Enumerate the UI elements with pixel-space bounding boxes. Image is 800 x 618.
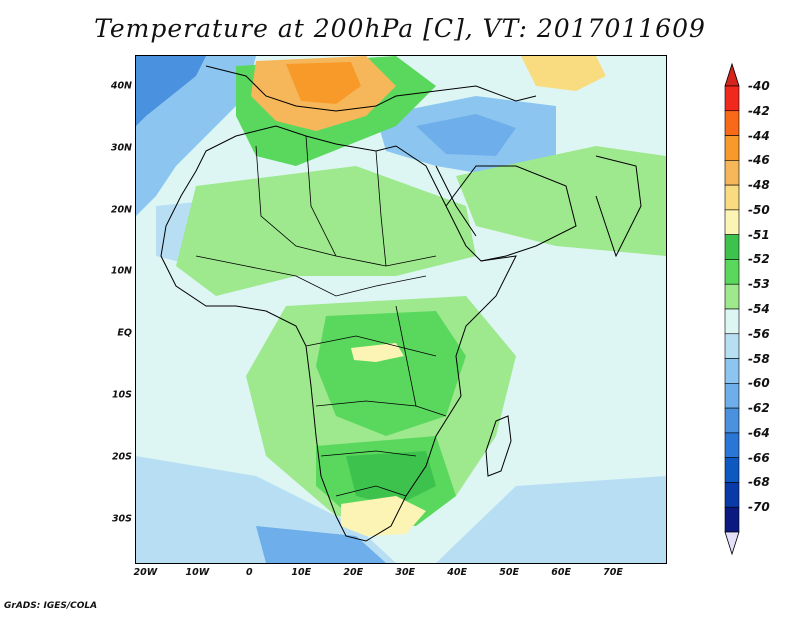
colorbar-swatch — [724, 333, 740, 359]
colorbar-label: -64 — [748, 425, 770, 440]
lon-tick-label: 40E — [447, 567, 468, 578]
temperature-field-map — [136, 56, 666, 563]
warm-zone-caucasus — [521, 56, 606, 91]
cold-zone-south-indian — [436, 476, 666, 563]
green-zone-southern-africa-core — [346, 451, 436, 506]
lat-tick-label: 40N — [110, 80, 132, 92]
green-band-sahara — [176, 166, 476, 296]
green-band-arabia — [456, 146, 666, 256]
colorbar-label: -70 — [748, 500, 770, 515]
colorbar-swatch — [724, 184, 740, 211]
cold-zone-middle-east-core — [416, 114, 516, 156]
lon-tick-label: 10W — [185, 567, 210, 578]
europe-coastline — [205, 65, 537, 112]
cold-zone-northwest-core — [136, 56, 206, 126]
colorbar-label: -58 — [748, 351, 770, 366]
map-panel — [135, 55, 667, 564]
colorbar-swatch — [724, 259, 740, 285]
lat-tick-label: 30S — [111, 513, 132, 525]
lon-tick-label: 30E — [395, 567, 416, 578]
colorbar-label: -60 — [748, 376, 770, 391]
colorbar-top-arrow — [724, 62, 740, 87]
map-title: Temperature at 200hPa [C], VT: 201701160… — [94, 14, 706, 43]
colorbar-label: -42 — [748, 103, 770, 118]
india-coastline — [595, 155, 642, 258]
colorbar-swatch — [724, 383, 740, 409]
colorbar-swatch — [724, 209, 740, 235]
lon-tick-label: 0 — [246, 567, 253, 578]
colorbar-label: -52 — [748, 252, 770, 267]
colorbar-label: -46 — [748, 153, 770, 168]
grads-credit: GrADS: IGES/COLA — [4, 601, 98, 611]
lon-tick-label: 10E — [291, 567, 312, 578]
madagascar-coastline — [485, 415, 512, 477]
colorbar-label: -51 — [748, 227, 770, 242]
colorbar-swatch — [724, 234, 740, 260]
colorbar-swatch — [724, 135, 740, 161]
colorbar-swatch — [724, 482, 740, 508]
colorbar-swatch — [724, 85, 740, 112]
colorbar-label: -53 — [748, 277, 770, 292]
arabia-coastline — [445, 165, 577, 262]
colorbar-swatch — [724, 110, 740, 136]
lon-tick-label: 70E — [603, 567, 623, 578]
colorbar-label: -56 — [748, 326, 770, 341]
lon-tick-label: 50E — [499, 567, 519, 578]
colorbar-swatch — [724, 308, 740, 335]
colorbar-swatch — [724, 358, 740, 384]
colorbar-label: -50 — [748, 202, 770, 217]
colorbar — [724, 62, 740, 556]
colorbar-swatch — [724, 506, 740, 533]
country-borders — [195, 135, 447, 497]
lat-tick-label: 10N — [110, 265, 132, 277]
lat-tick-label: 10S — [111, 389, 132, 401]
colorbar-swatch — [724, 457, 740, 483]
cold-zone-south-atlantic-core — [256, 526, 386, 563]
colorbar-swatch — [724, 407, 740, 434]
red-sea-coastline — [435, 165, 477, 237]
colorbar-label: -62 — [748, 401, 770, 416]
colorbar-swatch — [724, 160, 740, 186]
green-zone-central-africa-core — [316, 311, 466, 436]
lat-tick-label: 20N — [110, 204, 132, 216]
colorbar-label: -40 — [748, 79, 770, 93]
lat-tick-label: EQ — [117, 327, 132, 339]
colorbar-swatch — [724, 283, 740, 310]
colorbar-label: -48 — [748, 178, 770, 193]
lat-tick-label: 30N — [110, 142, 132, 154]
warm-patch-congo — [351, 343, 404, 362]
lon-tick-label: 20E — [343, 567, 364, 578]
warm-zone-mediterranean-core — [286, 62, 361, 104]
colorbar-label: -54 — [748, 302, 770, 316]
colorbar-bottom-arrow — [724, 531, 740, 556]
colorbar-swatch — [724, 432, 740, 458]
colorbar-label: -44 — [748, 128, 770, 143]
colorbar-label: -68 — [748, 475, 770, 490]
lat-tick-label: 20S — [111, 451, 132, 463]
lon-tick-label: 60E — [551, 567, 571, 578]
warm-patch-south-africa — [341, 496, 426, 536]
colorbar-label: -66 — [748, 450, 770, 465]
lon-tick-label: 20W — [133, 567, 158, 578]
